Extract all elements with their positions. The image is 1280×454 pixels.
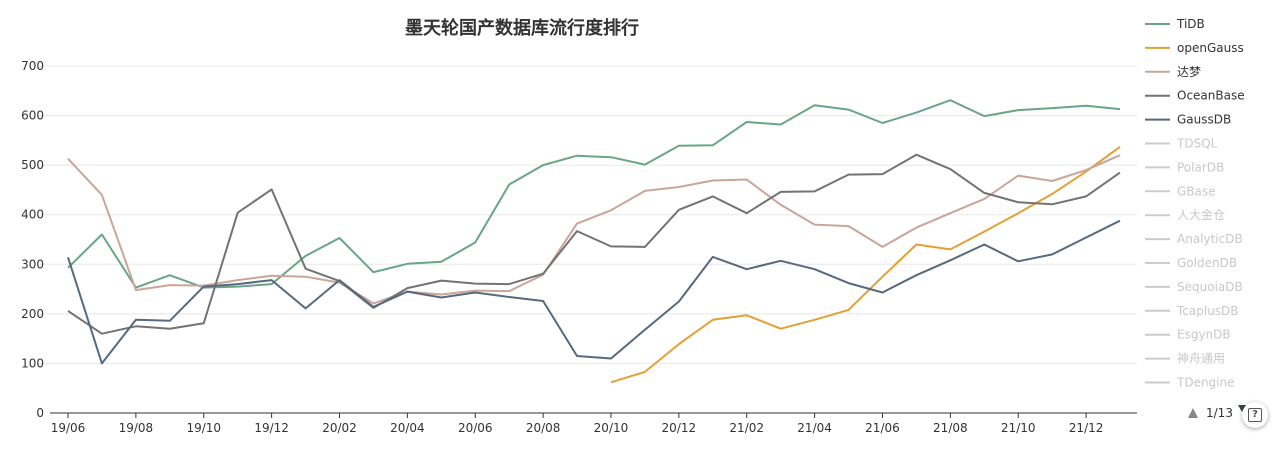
legend-item[interactable]: 达梦: [1145, 65, 1201, 79]
x-tick-label: 21/06: [865, 421, 900, 435]
legend-item[interactable]: GBase: [1145, 184, 1216, 198]
y-tick-label: 300: [21, 257, 44, 271]
legend-label: OceanBase: [1177, 89, 1245, 103]
legend-label: openGauss: [1177, 41, 1244, 55]
x-tick-label: 21/12: [1069, 421, 1104, 435]
x-tick-label: 19/12: [254, 421, 289, 435]
legend-label: GBase: [1177, 184, 1216, 198]
series-line--: [67, 154, 1121, 305]
legend-label: GaussDB: [1177, 113, 1231, 127]
x-tick-label: 19/06: [51, 421, 86, 435]
x-tick-label: 20/10: [594, 421, 629, 435]
y-tick-label: 200: [21, 307, 44, 321]
legend-label: SequoiaDB: [1177, 280, 1243, 294]
legend-item[interactable]: TcaplusDB: [1145, 304, 1239, 318]
legend-label: TiDB: [1176, 17, 1205, 31]
y-tick-label: 400: [21, 208, 44, 222]
pager-prev-icon[interactable]: [1188, 408, 1198, 418]
legend-item[interactable]: 神舟通用: [1145, 352, 1225, 366]
series-line-oceanbase: [67, 153, 1121, 335]
x-tick-label: 21/10: [1001, 421, 1036, 435]
legend-label: GoldenDB: [1177, 256, 1237, 270]
legend-item[interactable]: 人大金仓: [1145, 207, 1225, 222]
legend-item[interactable]: SequoiaDB: [1145, 280, 1243, 294]
x-axis: 19/06 19/08 19/10 19/12 20/02 20/04 20/06 20/08…: [50, 412, 1137, 435]
legend-label: 神舟通用: [1177, 352, 1225, 366]
legend-label: PolarDB: [1177, 160, 1224, 174]
legend-label: TcaplusDB: [1176, 304, 1239, 318]
legend-item[interactable]: GaussDB: [1145, 113, 1231, 127]
help-button[interactable]: ?: [1242, 402, 1268, 428]
x-tick-label: 20/04: [390, 421, 425, 435]
help-icon: ?: [1248, 408, 1262, 422]
y-axis: 0 100 200 300 400 500 600 700: [21, 59, 44, 420]
x-tick-label: 21/08: [933, 421, 968, 435]
x-tick-label: 19/08: [119, 421, 154, 435]
legend-item[interactable]: OceanBase: [1145, 89, 1245, 103]
legend-label: TDSQL: [1176, 137, 1218, 151]
x-tick-label: 20/02: [322, 421, 357, 435]
legend-item[interactable]: EsgynDB: [1145, 328, 1231, 342]
series-layer: [67, 99, 1121, 384]
x-tick-label: 21/02: [729, 421, 764, 435]
x-tick-label: 20/08: [526, 421, 561, 435]
x-tick-label: 20/06: [458, 421, 493, 435]
y-tick-label: 100: [21, 356, 44, 370]
legend-label: 达梦: [1177, 65, 1201, 79]
pager-label: 1/13: [1206, 406, 1233, 420]
y-tick-label: 0: [36, 406, 44, 420]
legend-label: AnalyticDB: [1177, 232, 1243, 246]
y-tick-label: 700: [21, 59, 44, 73]
legend-item[interactable]: PolarDB: [1145, 160, 1224, 174]
y-tick-label: 500: [21, 158, 44, 172]
legend-item[interactable]: TDengine: [1145, 376, 1235, 390]
x-tick-label: 20/12: [662, 421, 697, 435]
y-tick-label: 600: [21, 109, 44, 123]
chart-title: 墨天轮国产数据库流行度排行: [405, 17, 639, 39]
legend: TiDB openGauss 达梦 OceanBase GaussDB TDSQL Pola…: [1145, 17, 1245, 390]
legend-item[interactable]: GoldenDB: [1145, 256, 1237, 270]
legend-label: TDengine: [1176, 376, 1235, 390]
legend-item[interactable]: openGauss: [1145, 41, 1244, 55]
legend-item[interactable]: TDSQL: [1145, 137, 1218, 151]
legend-label: EsgynDB: [1177, 328, 1231, 342]
legend-item[interactable]: TiDB: [1145, 17, 1205, 31]
x-tick-label: 21/04: [797, 421, 832, 435]
series-line-gaussdb: [67, 219, 1121, 365]
legend-item[interactable]: AnalyticDB: [1145, 232, 1243, 246]
series-line-tidb: [67, 99, 1121, 289]
legend-label: 人大金仓: [1177, 207, 1225, 222]
x-tick-label: 19/10: [186, 421, 221, 435]
legend-pager: 1/13: [1188, 405, 1246, 420]
